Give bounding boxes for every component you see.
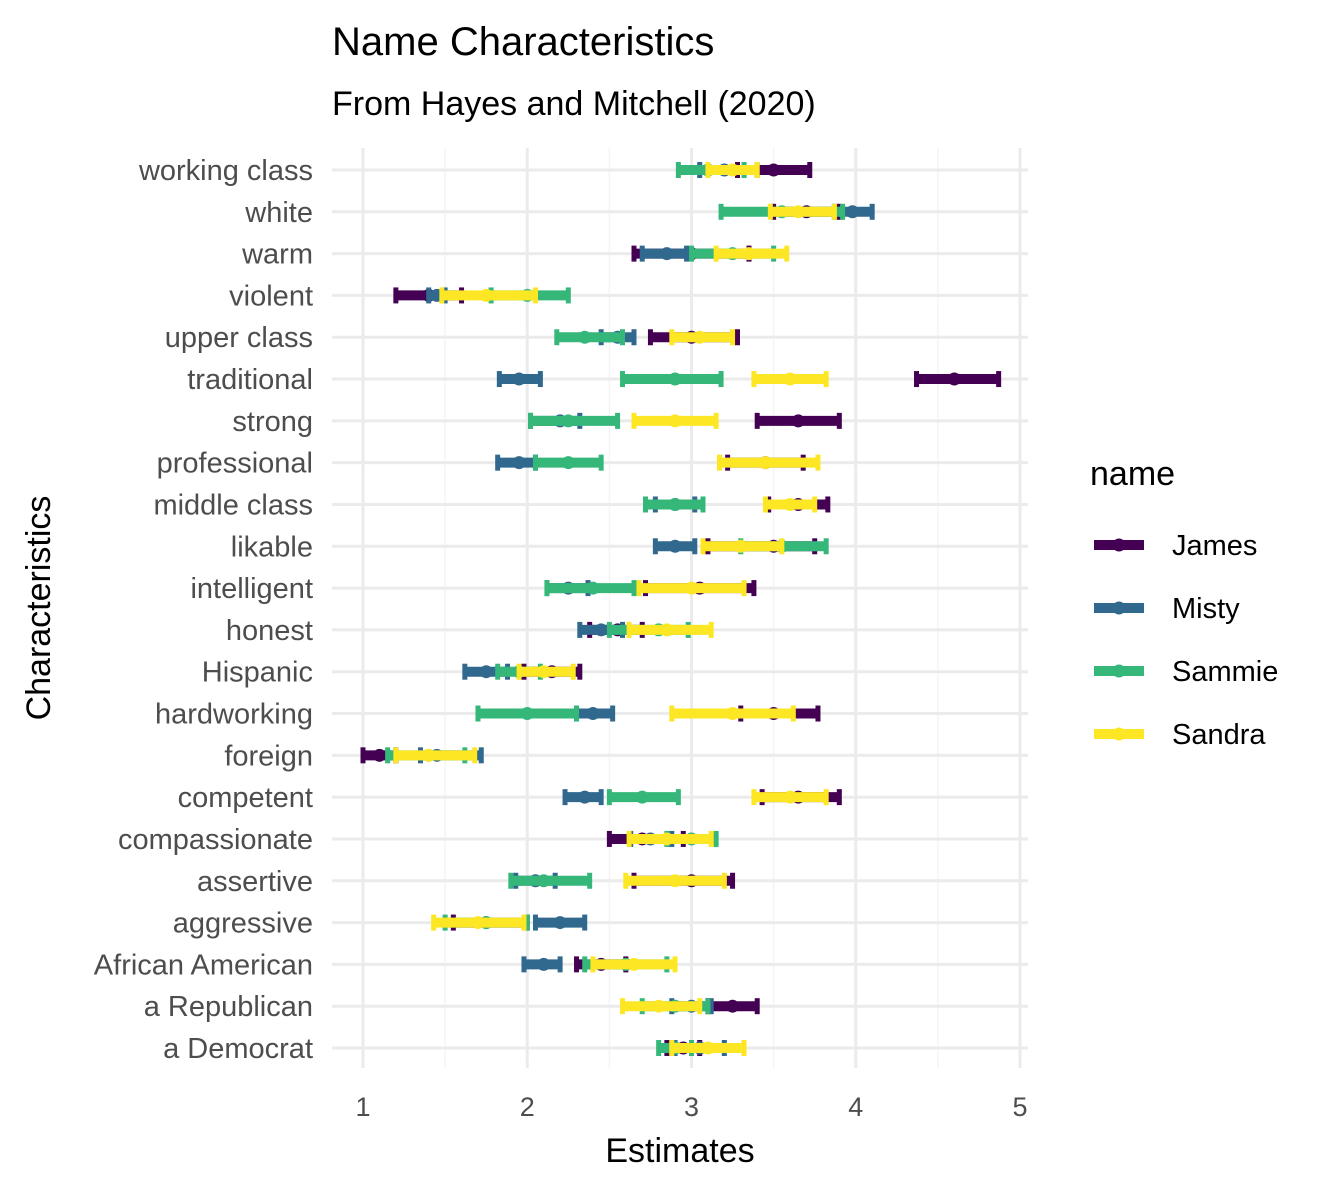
estimate-point [652,999,666,1013]
legend-label: James [1172,530,1257,562]
estimate-point [660,623,674,637]
y-tick-label: hardworking [155,699,313,731]
legend-swatch-point [1112,538,1126,552]
estimate-point [537,957,551,971]
y-tick-label: white [244,197,313,229]
y-tick-label: honest [226,615,313,647]
legend: name James Misty Sammie Sandra [1090,455,1278,751]
x-axis-title: Estimates [605,1132,754,1170]
legend-swatch-point [1112,727,1126,741]
estimate-point [578,790,592,804]
estimate-point [537,665,551,679]
legend-item-sammie: Sammie [1094,656,1278,688]
estimate-point [471,916,485,930]
legend-swatch-point [1112,601,1126,615]
estimate-point [512,372,526,386]
estimate-point [668,497,682,511]
estimate-point [742,247,756,261]
plot-grid [332,148,1028,1068]
estimate-point [783,497,797,511]
estimate-point [845,205,859,219]
x-tick-label: 2 [520,1092,535,1122]
estimate-point [791,205,805,219]
legend-label: Misty [1172,593,1240,625]
estimate-point [668,414,682,428]
series-sandra [393,162,837,1056]
estimate-point [726,999,740,1013]
estimate-point [726,163,740,177]
y-tick-label: a Republican [144,991,313,1023]
y-tick-label: professional [157,448,313,480]
y-axis-title: Characteristics [20,496,58,721]
x-tick-labels: 1 2 3 4 5 [355,1092,1027,1122]
estimate-point [701,1041,715,1055]
x-tick-label: 1 [355,1092,370,1122]
estimate-point [668,372,682,386]
y-tick-label: assertive [197,866,313,898]
estimate-point [693,330,707,344]
estimate-point [627,957,641,971]
estimate-point [668,539,682,553]
legend-item-misty: Misty [1094,593,1240,625]
estimate-point [578,330,592,344]
x-tick-label: 5 [1012,1092,1027,1122]
estimate-point [758,456,772,470]
estimate-point [586,707,600,721]
estimate-point [668,874,682,888]
estimate-point [553,916,567,930]
x-tick-label: 4 [848,1092,863,1122]
y-tick-label: foreign [224,740,313,772]
estimate-point [726,707,740,721]
estimate-point [791,414,805,428]
y-tick-label: violent [229,280,313,312]
estimate-point [767,163,781,177]
estimate-point [479,665,493,679]
estimate-point [512,456,526,470]
estimate-point [520,707,534,721]
y-tick-label: working class [138,155,313,187]
y-tick-label: likable [231,531,313,563]
estimate-point [783,790,797,804]
legend-item-james: James [1094,530,1257,562]
estimate-point [561,456,575,470]
chart-subtitle: From Hayes and Mitchell (2020) [332,85,816,123]
y-tick-label: warm [241,239,313,271]
y-tick-label: competent [178,782,313,814]
estimate-point [685,581,698,595]
estimate-point [783,372,797,386]
estimate-point [635,790,649,804]
plot-panel [360,162,1002,1056]
estimate-point [586,581,600,595]
estimate-point [479,288,493,302]
estimate-point [372,748,386,762]
y-tick-label: upper class [165,322,313,354]
estimate-point [660,247,674,261]
estimate-point [734,539,748,553]
y-tick-label: Hispanic [202,657,313,689]
y-tick-label: a Democrat [163,1033,313,1065]
y-tick-label: aggressive [173,908,313,940]
x-tick-label: 3 [684,1092,699,1122]
y-tick-label: strong [232,406,313,438]
legend-swatch-point [1112,664,1126,678]
legend-item-sandra: Sandra [1094,719,1266,751]
legend-label: Sandra [1172,719,1266,751]
estimate-point [537,874,551,888]
y-tick-label: traditional [187,364,313,396]
y-tick-label: compassionate [118,824,313,856]
chart-title: Name Characteristics [332,20,714,64]
estimate-point [422,748,436,762]
estimate-point [561,414,575,428]
y-tick-label: African American [94,949,313,981]
legend-label: Sammie [1172,656,1278,688]
estimate-point [594,623,608,637]
legend-title: name [1090,455,1175,493]
estimate-point [947,372,961,386]
y-tick-label: intelligent [190,573,313,605]
estimate-point [660,832,674,846]
y-tick-labels: working class white warm violent upper class… [94,155,313,1065]
y-tick-label: middle class [153,489,313,521]
